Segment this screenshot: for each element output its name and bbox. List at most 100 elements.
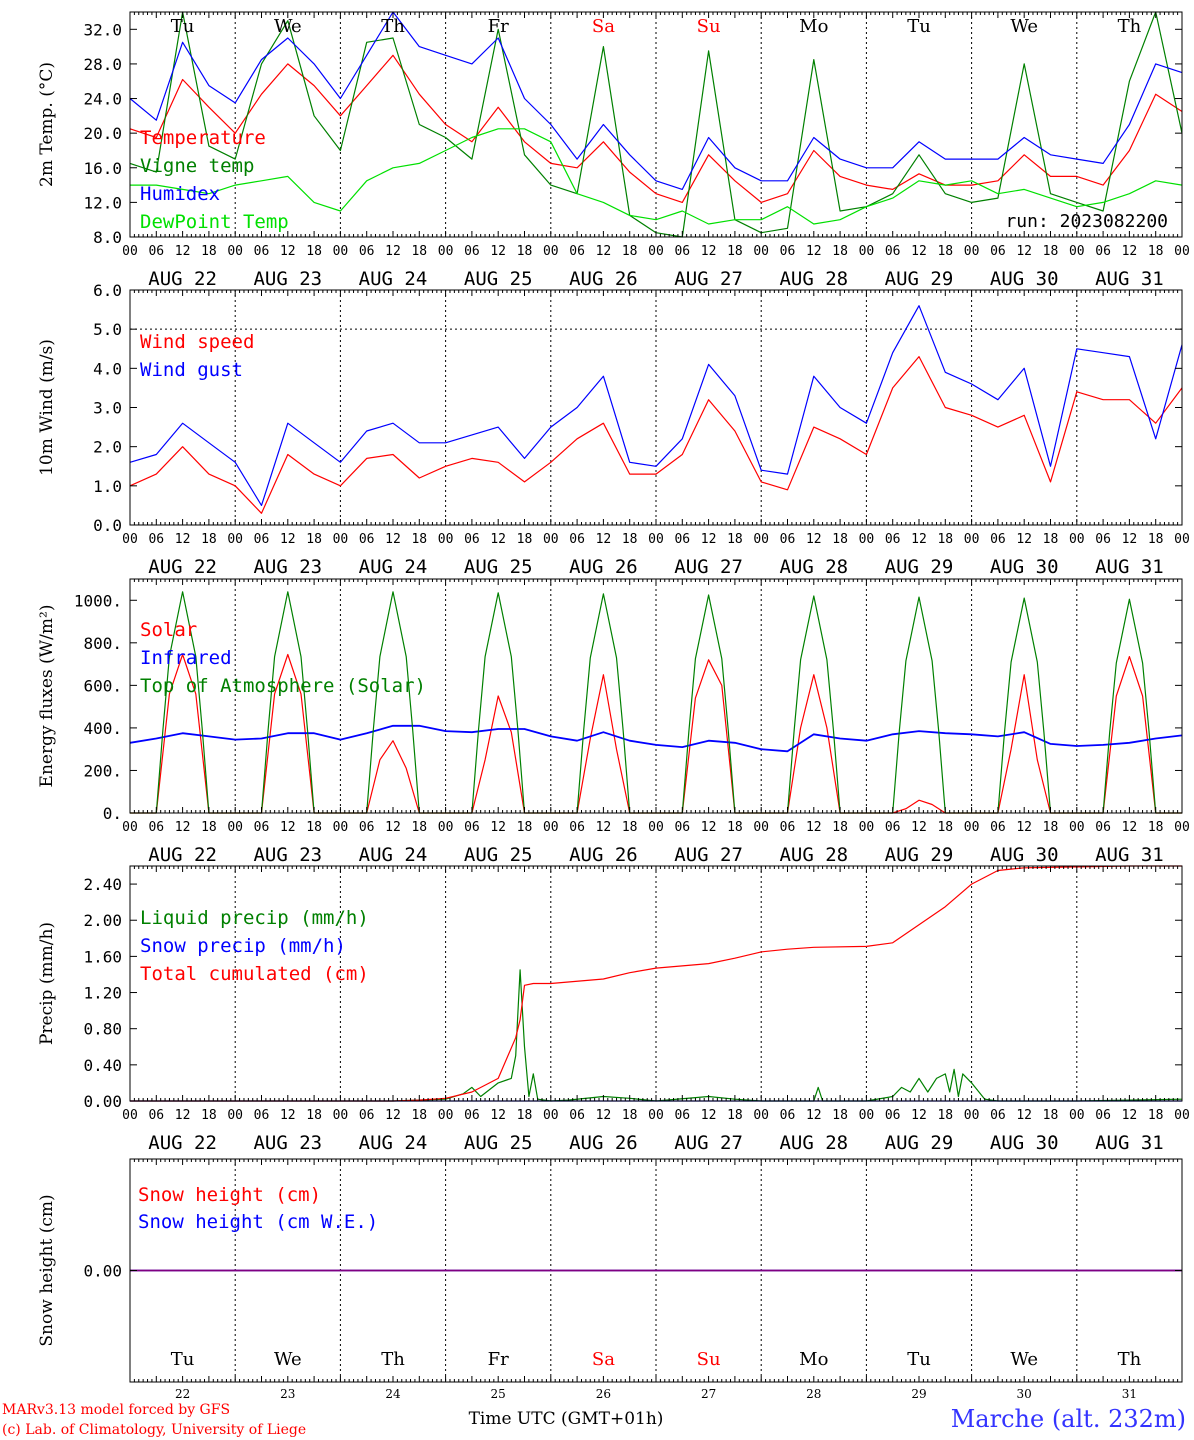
hour-tick-label: 12	[1122, 244, 1138, 259]
series-line-3-2	[130, 865, 1182, 1102]
hour-tick-label: 06	[359, 244, 375, 259]
series-line-0-0	[129, 54, 1183, 203]
date-label: AUG 22	[148, 556, 217, 578]
hour-tick-label: 06	[359, 1108, 375, 1123]
date-label: AUG 22	[148, 268, 217, 290]
y-axis-label: Snow height (cm)	[37, 1194, 57, 1346]
hour-tick-label: 00	[859, 820, 875, 835]
hour-tick-label: 18	[937, 820, 953, 835]
hour-tick-label: 06	[780, 820, 796, 835]
hour-tick-label: 18	[727, 244, 743, 259]
y-tick-label: 5.0	[93, 320, 122, 339]
hour-tick-label: 18	[1148, 244, 1164, 259]
hour-tick-label: 00	[648, 532, 664, 547]
hour-tick-label: 18	[937, 532, 953, 547]
y-tick-label: 32.0	[83, 20, 122, 39]
weekday-label: Su	[697, 1349, 721, 1370]
y-tick-label: 0.80	[83, 1020, 122, 1039]
date-label: AUG 29	[885, 268, 954, 290]
legend-entry: Snow precip (mm/h)	[140, 935, 346, 957]
y-tick-label: 0.00	[83, 1092, 122, 1111]
date-label: AUG 29	[885, 844, 954, 866]
hour-tick-label: 18	[937, 244, 953, 259]
hour-tick-label: 06	[569, 1108, 585, 1123]
day-number-label: 23	[280, 1387, 295, 1401]
hour-tick-label: 12	[385, 244, 401, 259]
hour-tick-label: 12	[490, 820, 506, 835]
hour-tick-label: 00	[648, 820, 664, 835]
hour-tick-label: 00	[333, 532, 349, 547]
weekday-label: Fr	[488, 1349, 509, 1370]
hour-tick-label: 12	[1016, 532, 1032, 547]
hour-tick-label: 06	[464, 532, 480, 547]
legend-entry: Solar	[140, 619, 197, 641]
hour-tick-label: 18	[1148, 532, 1164, 547]
y-axis-label: Precip (mm/h)	[37, 922, 57, 1045]
hour-tick-label: 12	[911, 532, 927, 547]
y-tick-label: 0.40	[83, 1056, 122, 1075]
hour-tick-label: 06	[464, 820, 480, 835]
hour-tick-label: 12	[280, 820, 296, 835]
y-tick-label: 0.00	[83, 1262, 122, 1281]
hour-tick-label: 12	[1016, 820, 1032, 835]
weekday-label: Tu	[907, 16, 931, 37]
date-label: AUG 26	[569, 268, 638, 290]
date-label: AUG 28	[779, 556, 848, 578]
date-label: AUG 31	[1095, 556, 1164, 578]
weekday-label: We	[274, 1349, 302, 1370]
hour-tick-label: 12	[1016, 1108, 1032, 1123]
hour-tick-label: 12	[911, 820, 927, 835]
hour-tick-label: 18	[727, 1108, 743, 1123]
hour-tick-label: 18	[1043, 244, 1059, 259]
hour-tick-label: 18	[727, 820, 743, 835]
y-tick-label: 2.00	[83, 911, 122, 930]
hour-tick-label: 06	[990, 532, 1006, 547]
day-number-label: 28	[806, 1387, 821, 1401]
hour-tick-label: 06	[569, 820, 585, 835]
day-number-label: 26	[596, 1387, 611, 1401]
date-label: AUG 24	[359, 844, 428, 866]
series-line-2-1	[129, 724, 1183, 753]
hour-tick-label: 12	[490, 532, 506, 547]
y-tick-label: 600.	[83, 676, 122, 695]
hour-tick-label: 06	[148, 532, 164, 547]
hour-tick-label: 06	[1095, 532, 1111, 547]
hour-tick-label: 06	[254, 820, 270, 835]
hour-tick-label: 00	[753, 820, 769, 835]
hour-tick-label: 18	[517, 820, 533, 835]
weekday-label: Tu	[907, 1349, 931, 1370]
hour-tick-label: 12	[175, 1108, 191, 1123]
series-line-0-2	[129, 11, 1183, 190]
hour-tick-label: 18	[517, 244, 533, 259]
hour-tick-label: 18	[622, 820, 638, 835]
footer-credit-line: (c) Lab. of Climatology, University of L…	[2, 1422, 306, 1438]
weekday-label: Tu	[171, 1349, 195, 1370]
legend-entry: Wind gust	[140, 359, 243, 381]
y-axis-label: Energy fluxes (W/m²)	[37, 605, 57, 788]
hour-tick-label: 12	[1016, 244, 1032, 259]
date-label: AUG 28	[779, 268, 848, 290]
y-tick-label: 400.	[83, 719, 122, 738]
hour-tick-label: 12	[911, 1108, 927, 1123]
frame-layer	[129, 11, 1183, 1383]
hour-tick-label: 00	[964, 244, 980, 259]
weekday-label: Mo	[799, 1349, 828, 1370]
hour-tick-label: 00	[122, 532, 138, 547]
hour-tick-label: 00	[1069, 820, 1085, 835]
hour-tick-label: 18	[937, 1108, 953, 1123]
hour-tick-label: 12	[806, 820, 822, 835]
date-label: AUG 23	[253, 1132, 322, 1154]
hour-tick-label: 06	[885, 1108, 901, 1123]
hour-tick-label: 12	[385, 820, 401, 835]
y-tick-label: 1.20	[83, 984, 122, 1003]
hour-tick-label: 18	[832, 532, 848, 547]
hour-tick-label: 12	[806, 532, 822, 547]
hour-tick-label: 06	[990, 244, 1006, 259]
hour-tick-label: 12	[596, 820, 612, 835]
hour-tick-label: 00	[859, 244, 875, 259]
weekday-label: Th	[381, 1349, 405, 1370]
hour-tick-label: 00	[438, 1108, 454, 1123]
date-label: AUG 27	[674, 556, 743, 578]
date-label: AUG 30	[990, 556, 1059, 578]
hour-tick-label: 00	[964, 820, 980, 835]
